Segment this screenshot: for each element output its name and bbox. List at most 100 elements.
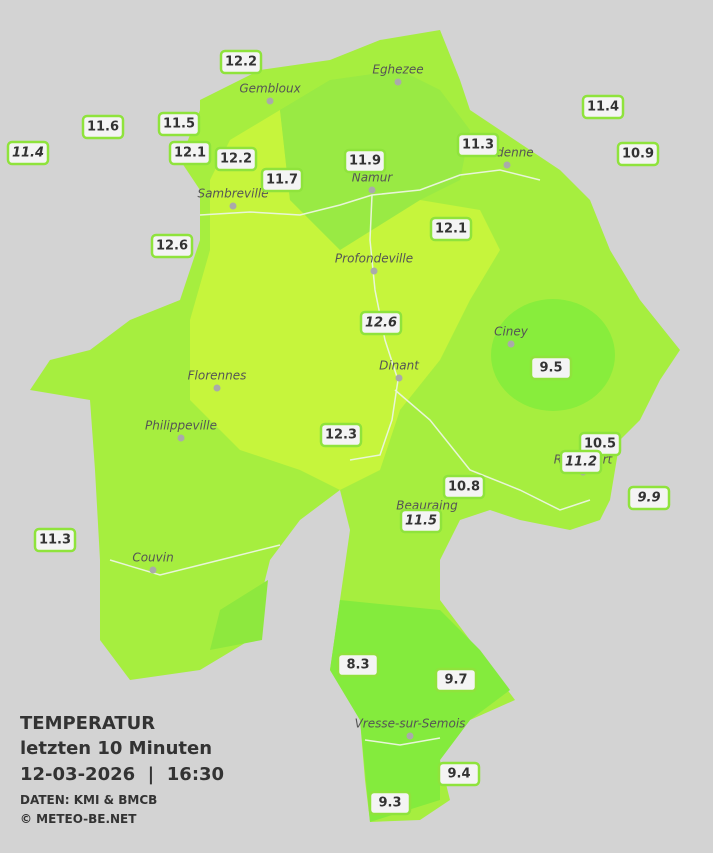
station-box (319, 422, 363, 448)
city-dot (177, 434, 185, 442)
station-value: 12.6 (365, 316, 397, 331)
station: 9.5 (529, 355, 573, 381)
city-dot (507, 340, 515, 348)
station: 9.3 (368, 790, 412, 816)
city-label: Sambreville (197, 187, 268, 201)
station-box (168, 140, 212, 166)
station-box (6, 140, 50, 166)
city-dot (368, 186, 376, 194)
subtitle: letzten 10 Minuten (20, 738, 212, 759)
station-value: 11.5 (163, 117, 195, 132)
station-value: 12.2 (220, 152, 252, 167)
timestamp: 12-03-2026 | 16:30 (20, 764, 224, 785)
city-label: Namur (352, 171, 394, 185)
city-label: Dinant (379, 359, 420, 373)
station-box (442, 474, 486, 500)
station: 11.7 (260, 167, 304, 193)
station-value: 12.6 (156, 239, 188, 254)
source: DATEN: KMI & BMCB (20, 793, 157, 807)
cool-zone-southwest (210, 580, 268, 650)
station: 11.3 (456, 132, 500, 158)
city-label: Vresse-sur-Semois (355, 717, 466, 731)
station-box (627, 485, 671, 511)
station: 11.4 (6, 140, 50, 166)
city-label: Profondeville (335, 252, 413, 266)
station-box (157, 111, 201, 137)
station-box (336, 652, 380, 678)
city-dot (395, 374, 403, 382)
station-box (399, 508, 443, 534)
station-value: 11.6 (87, 120, 119, 135)
station: 12.1 (168, 140, 212, 166)
station-value: 11.4 (12, 146, 44, 161)
warm-zone (190, 110, 500, 490)
station-box (150, 233, 194, 259)
station-box (359, 310, 403, 336)
station: 12.2 (219, 49, 263, 75)
station-value: 8.3 (346, 658, 369, 673)
station: 11.6 (81, 114, 125, 140)
station-value: 9.3 (378, 796, 401, 811)
city-dot (406, 732, 414, 740)
station-box (581, 94, 625, 120)
station-box (434, 667, 478, 693)
copyright: © METEO-BE.NET (20, 812, 137, 826)
station-value: 10.5 (584, 437, 616, 452)
city-dot (394, 78, 402, 86)
station: 12.6 (150, 233, 194, 259)
station: 11.4 (581, 94, 625, 120)
station-box (260, 167, 304, 193)
station-value: 11.3 (39, 533, 71, 548)
title: TEMPERATUR (20, 713, 155, 734)
station-value: 11.7 (266, 173, 298, 188)
station: 11.5 (399, 508, 443, 534)
river (394, 389, 591, 511)
station-box (437, 761, 481, 787)
city-dot (149, 566, 157, 574)
station-value: 11.4 (587, 100, 619, 115)
station-box (343, 148, 387, 174)
station-box (368, 790, 412, 816)
river (109, 544, 281, 576)
station-value: 9.5 (539, 361, 562, 376)
station-value: 12.1 (435, 222, 467, 237)
city-label: Florennes (188, 369, 247, 383)
station: 12.2 (214, 146, 258, 172)
station-box (559, 449, 603, 475)
river (349, 194, 399, 461)
city-dot (213, 384, 221, 392)
station: 12.6 (359, 310, 403, 336)
city-label: Couvin (132, 551, 173, 565)
station: 11.9 (343, 148, 387, 174)
station-value: 9.9 (637, 491, 660, 506)
station: 11.5 (157, 111, 201, 137)
station: 8.3 (336, 652, 380, 678)
city-label: Ciney (494, 325, 529, 339)
station-value: 12.1 (174, 146, 206, 161)
station-value: 9.7 (444, 673, 467, 688)
station-value: 12.3 (325, 428, 357, 443)
station-value: 10.9 (622, 147, 654, 162)
cool-zone-ciney (491, 299, 615, 411)
station: 10.8 (442, 474, 486, 500)
station-box (219, 49, 263, 75)
city-dot (229, 202, 237, 210)
city-label: Gembloux (239, 82, 301, 96)
station-box (33, 527, 77, 553)
station-box (429, 216, 473, 242)
city-dot (266, 97, 274, 105)
river (364, 737, 441, 746)
station-box (214, 146, 258, 172)
station: 9.9 (627, 485, 671, 511)
station: 10.9 (616, 141, 660, 167)
city-label: Eghezee (372, 63, 423, 77)
station: 11.2 (559, 449, 603, 475)
station-box (81, 114, 125, 140)
station-box (529, 355, 573, 381)
station-value: 11.3 (462, 138, 494, 153)
station-value: 9.4 (447, 767, 470, 782)
station-value: 11.5 (405, 514, 437, 529)
station-value: 12.2 (225, 55, 257, 70)
station-box (616, 141, 660, 167)
